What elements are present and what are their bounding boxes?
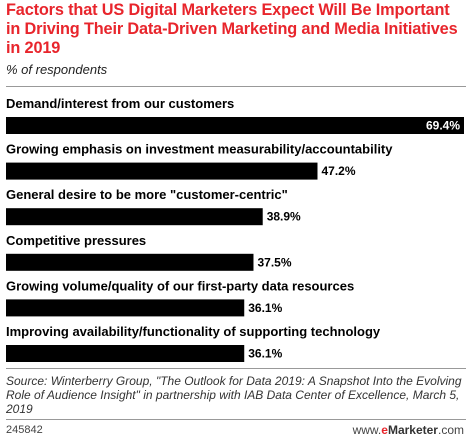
value-label: 37.5% [257, 255, 291, 269]
category-label: General desire to be more "customer-cent… [6, 187, 288, 202]
value-label: 36.1% [248, 347, 282, 361]
source-divider [6, 368, 466, 369]
source-note: Source: Winterberry Group, "The Outlook … [6, 374, 462, 416]
value-label: 69.4% [426, 119, 460, 133]
bar [6, 162, 318, 180]
chart-id: 245842 [6, 424, 43, 436]
footer-divider [6, 419, 466, 420]
value-label: 36.1% [248, 301, 282, 315]
category-label: Growing emphasis on investment measurabi… [6, 142, 393, 157]
bar-chart: Demand/interest from our customers 69.4% G… [6, 96, 464, 362]
category-label: Competitive pressures [6, 233, 146, 248]
bar [6, 117, 464, 134]
category-label: Growing volume/quality of our first-part… [6, 278, 354, 293]
category-label: Demand/interest from our customers [6, 96, 234, 111]
chart-subtitle: % of respondents [6, 62, 108, 77]
bar [6, 253, 254, 271]
bar [6, 299, 245, 317]
title-divider [6, 86, 466, 87]
brand-logo: www.eMarketer.com [352, 423, 464, 437]
category-label: Improving availability/functionality of … [6, 324, 381, 339]
value-label: 47.2% [321, 164, 355, 178]
value-label: 38.9% [267, 210, 301, 224]
bar [6, 208, 263, 226]
bar [6, 345, 245, 362]
chart-title: Factors that US Digital Marketers Expect… [6, 1, 458, 57]
